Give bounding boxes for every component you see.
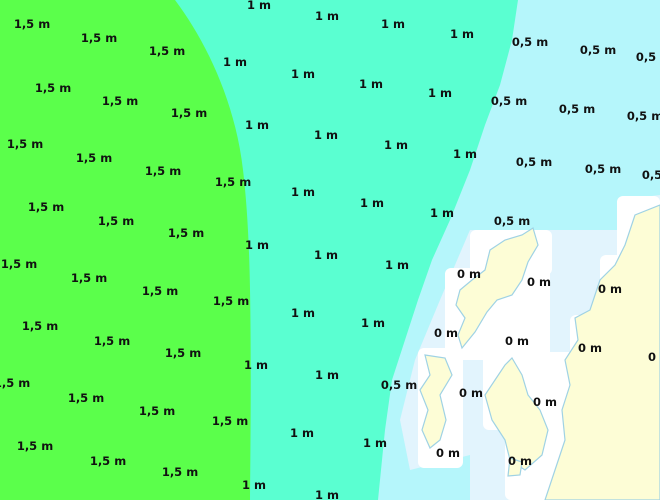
wave-height-label: 1 m <box>315 488 339 500</box>
wave-height-label: 1 m <box>450 27 474 41</box>
wave-height-label: 1,5 m <box>7 137 43 151</box>
wave-height-label: 1,5 m <box>215 175 251 189</box>
wave-height-label: 1 m <box>384 138 408 152</box>
wave-height-label: 0 m <box>527 275 551 289</box>
wave-height-label: 1 m <box>363 436 387 450</box>
island-north <box>455 227 539 350</box>
wave-height-label: 0,5 m <box>494 214 530 228</box>
wave-height-label: 0 m <box>436 446 460 460</box>
wave-height-label: 1,5 m <box>145 164 181 178</box>
wave-height-label: 1,5 m <box>90 454 126 468</box>
island-west <box>419 354 453 449</box>
wave-height-label: 1 m <box>361 316 385 330</box>
wave-height-label: 1,5 m <box>142 284 178 298</box>
wave-height-label: 1 m <box>359 77 383 91</box>
wave-height-label: 1,5 m <box>14 17 50 31</box>
wave-height-label: 0,5 m <box>636 50 660 64</box>
wave-height-label: 0,5 m <box>512 35 548 49</box>
wave-height-label: 0 m <box>533 395 557 409</box>
wave-height-label: 1,5 m <box>171 106 207 120</box>
wave-height-label: 1,5 m <box>149 44 185 58</box>
wave-height-label: 1 m <box>428 86 452 100</box>
wave-height-label: 1 m <box>381 17 405 31</box>
wave-height-label: 1 m <box>315 368 339 382</box>
wave-height-label: 1 m <box>244 358 268 372</box>
wave-height-label: 0,5 m <box>491 94 527 108</box>
wave-height-label: 1,5 m <box>71 271 107 285</box>
wave-height-label: 1 m <box>385 258 409 272</box>
wave-height-label: 1,5 m <box>0 376 30 390</box>
wave-height-label: 1 m <box>315 9 339 23</box>
wave-height-label: 0,5 m <box>516 155 552 169</box>
wave-height-label: 1,5 m <box>17 439 53 453</box>
wave-height-label: 1,5 m <box>35 81 71 95</box>
wave-height-label: 1 m <box>290 426 314 440</box>
wave-height-label: 1,5 m <box>213 294 249 308</box>
island-small <box>507 457 523 477</box>
zone-1m <box>170 0 518 500</box>
wave-height-label: 1 m <box>291 306 315 320</box>
wave-height-label: 0 m <box>598 282 622 296</box>
wave-height-label: 0,5 m <box>381 378 417 392</box>
wave-height-label: 1 m <box>291 67 315 81</box>
wave-height-label: 1,5 m <box>139 404 175 418</box>
wave-height-label: 0,5 m <box>559 102 595 116</box>
wave-height-label: 1,5 m <box>102 94 138 108</box>
land <box>419 204 660 500</box>
wave-height-label: 1 m <box>430 206 454 220</box>
wave-height-label: 1 m <box>314 248 338 262</box>
mainland <box>544 204 660 500</box>
wave-height-label: 1,5 m <box>94 334 130 348</box>
wave-height-label: 0 m <box>457 267 481 281</box>
wave-height-label: 1,5 m <box>168 226 204 240</box>
wave-height-label: 1 m <box>314 128 338 142</box>
wave-height-label: 1 m <box>360 196 384 210</box>
wave-height-label: 1 m <box>245 118 269 132</box>
wave-height-label: 1,5 m <box>1 257 37 271</box>
wave-height-label: 0 m <box>434 326 458 340</box>
wave-height-label: 0 m <box>578 341 602 355</box>
zone-1-5m <box>0 0 251 500</box>
wave-height-label: 0 m <box>505 334 529 348</box>
wave-height-label: 0 m <box>508 454 532 468</box>
wave-height-label: 0,5 m <box>642 168 660 182</box>
wave-height-label: 1,5 m <box>28 200 64 214</box>
wave-height-label: 0,5 m <box>585 162 621 176</box>
wave-height-label: 1,5 m <box>22 319 58 333</box>
wave-height-label: 0,5 m <box>580 43 616 57</box>
wave-height-label: 1 m <box>453 147 477 161</box>
wave-height-label: 1 m <box>245 238 269 252</box>
wave-height-label: 1,5 m <box>76 151 112 165</box>
wave-height-label: 1 m <box>223 55 247 69</box>
wave-height-label: 1 m <box>247 0 271 12</box>
wave-height-label: 0 m <box>648 350 660 364</box>
wave-height-label: 1 m <box>242 478 266 492</box>
wave-height-label: 1,5 m <box>81 31 117 45</box>
wave-height-label: 1,5 m <box>212 414 248 428</box>
wave-height-label: 0 m <box>459 386 483 400</box>
wave-height-label: 1,5 m <box>68 391 104 405</box>
wave-height-label: 1 m <box>291 185 315 199</box>
wave-height-label: 1,5 m <box>162 465 198 479</box>
wave-height-label: 1,5 m <box>165 346 201 360</box>
wave-height-label: 1,5 m <box>98 214 134 228</box>
wave-height-label: 0,5 m <box>627 109 660 123</box>
